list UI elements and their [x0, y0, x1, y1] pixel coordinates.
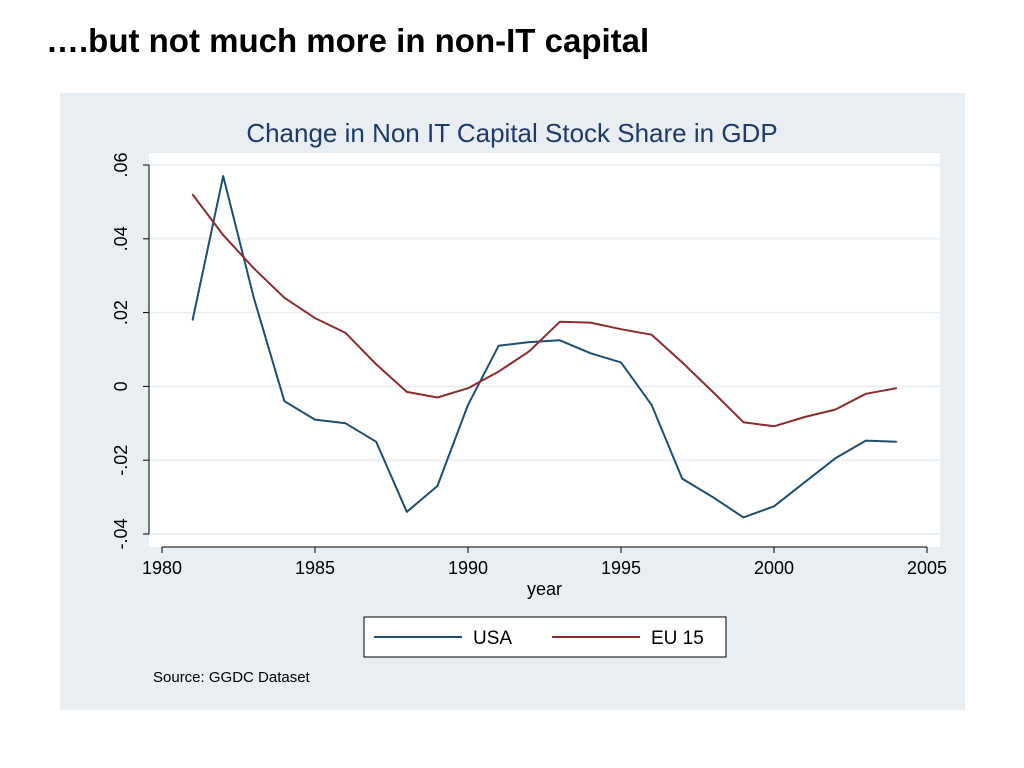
data-point	[559, 339, 561, 342]
data-point	[436, 396, 439, 399]
data-point	[559, 321, 561, 323]
data-point	[650, 404, 653, 406]
data-point	[865, 439, 867, 442]
data-point	[620, 328, 622, 331]
data-point	[773, 425, 775, 428]
data-point	[681, 477, 683, 480]
data-point	[314, 418, 316, 421]
data-point	[712, 496, 714, 498]
legend-label: USA	[473, 628, 512, 649]
data-point	[467, 387, 469, 390]
data-point	[253, 267, 255, 270]
data-point	[467, 404, 469, 406]
data-point	[681, 361, 683, 364]
y-tick-label: -.02	[111, 445, 131, 476]
chart-frame: Change in Non IT Capital Stock Share in …	[60, 93, 965, 710]
data-point	[344, 422, 347, 425]
data-point	[191, 193, 194, 196]
data-point	[865, 392, 867, 395]
data-point	[222, 175, 224, 177]
slide-title: ….but not much more in non-IT capital	[46, 22, 650, 59]
y-tick-label: -.04	[111, 518, 131, 549]
data-point	[712, 391, 714, 393]
x-tick-label: 1990	[448, 558, 488, 578]
plot-area	[149, 153, 940, 547]
data-point	[589, 352, 592, 354]
x-axis-label: year	[527, 579, 562, 599]
data-point	[773, 505, 775, 508]
series-line-usa	[191, 175, 897, 519]
data-point	[375, 363, 378, 366]
x-tick-label: 1980	[142, 558, 182, 578]
data-point	[497, 345, 500, 347]
data-point	[314, 317, 316, 319]
y-tick-label: .02	[111, 300, 131, 325]
data-point	[650, 333, 653, 336]
series-line-eu-15	[191, 193, 897, 428]
line-chart: Change in Non IT Capital Stock Share in …	[111, 118, 947, 686]
data-point	[528, 350, 530, 353]
data-point	[497, 370, 500, 373]
data-point	[742, 516, 745, 519]
data-point	[803, 416, 806, 418]
x-tick-label: 2000	[754, 558, 794, 578]
chart-title: Change in Non IT Capital Stock Share in …	[246, 118, 777, 148]
data-point	[742, 421, 745, 423]
legend-label: EU 15	[651, 628, 704, 649]
data-point	[803, 481, 806, 484]
data-point	[436, 485, 439, 487]
data-point	[895, 387, 898, 390]
data-point	[191, 319, 194, 321]
data-point	[344, 332, 347, 334]
y-tick-label: .04	[111, 226, 131, 251]
data-point	[834, 408, 836, 411]
data-point	[895, 440, 898, 443]
data-point	[528, 341, 530, 343]
y-tick-label: 0	[111, 381, 131, 391]
data-point	[253, 297, 255, 299]
data-point	[283, 297, 286, 299]
data-point	[589, 321, 592, 324]
y-tick-label: .06	[111, 152, 131, 177]
x-tick-label: 1995	[601, 558, 641, 578]
data-point	[283, 400, 286, 402]
data-point	[406, 511, 408, 513]
source-note: Source: GGDC Dataset	[153, 669, 311, 686]
data-point	[406, 391, 408, 393]
data-point	[222, 234, 224, 236]
x-tick-label: 2005	[907, 558, 947, 578]
data-point	[375, 440, 378, 443]
data-point	[620, 361, 622, 364]
x-tick-label: 1985	[295, 558, 335, 578]
data-point	[834, 457, 836, 460]
